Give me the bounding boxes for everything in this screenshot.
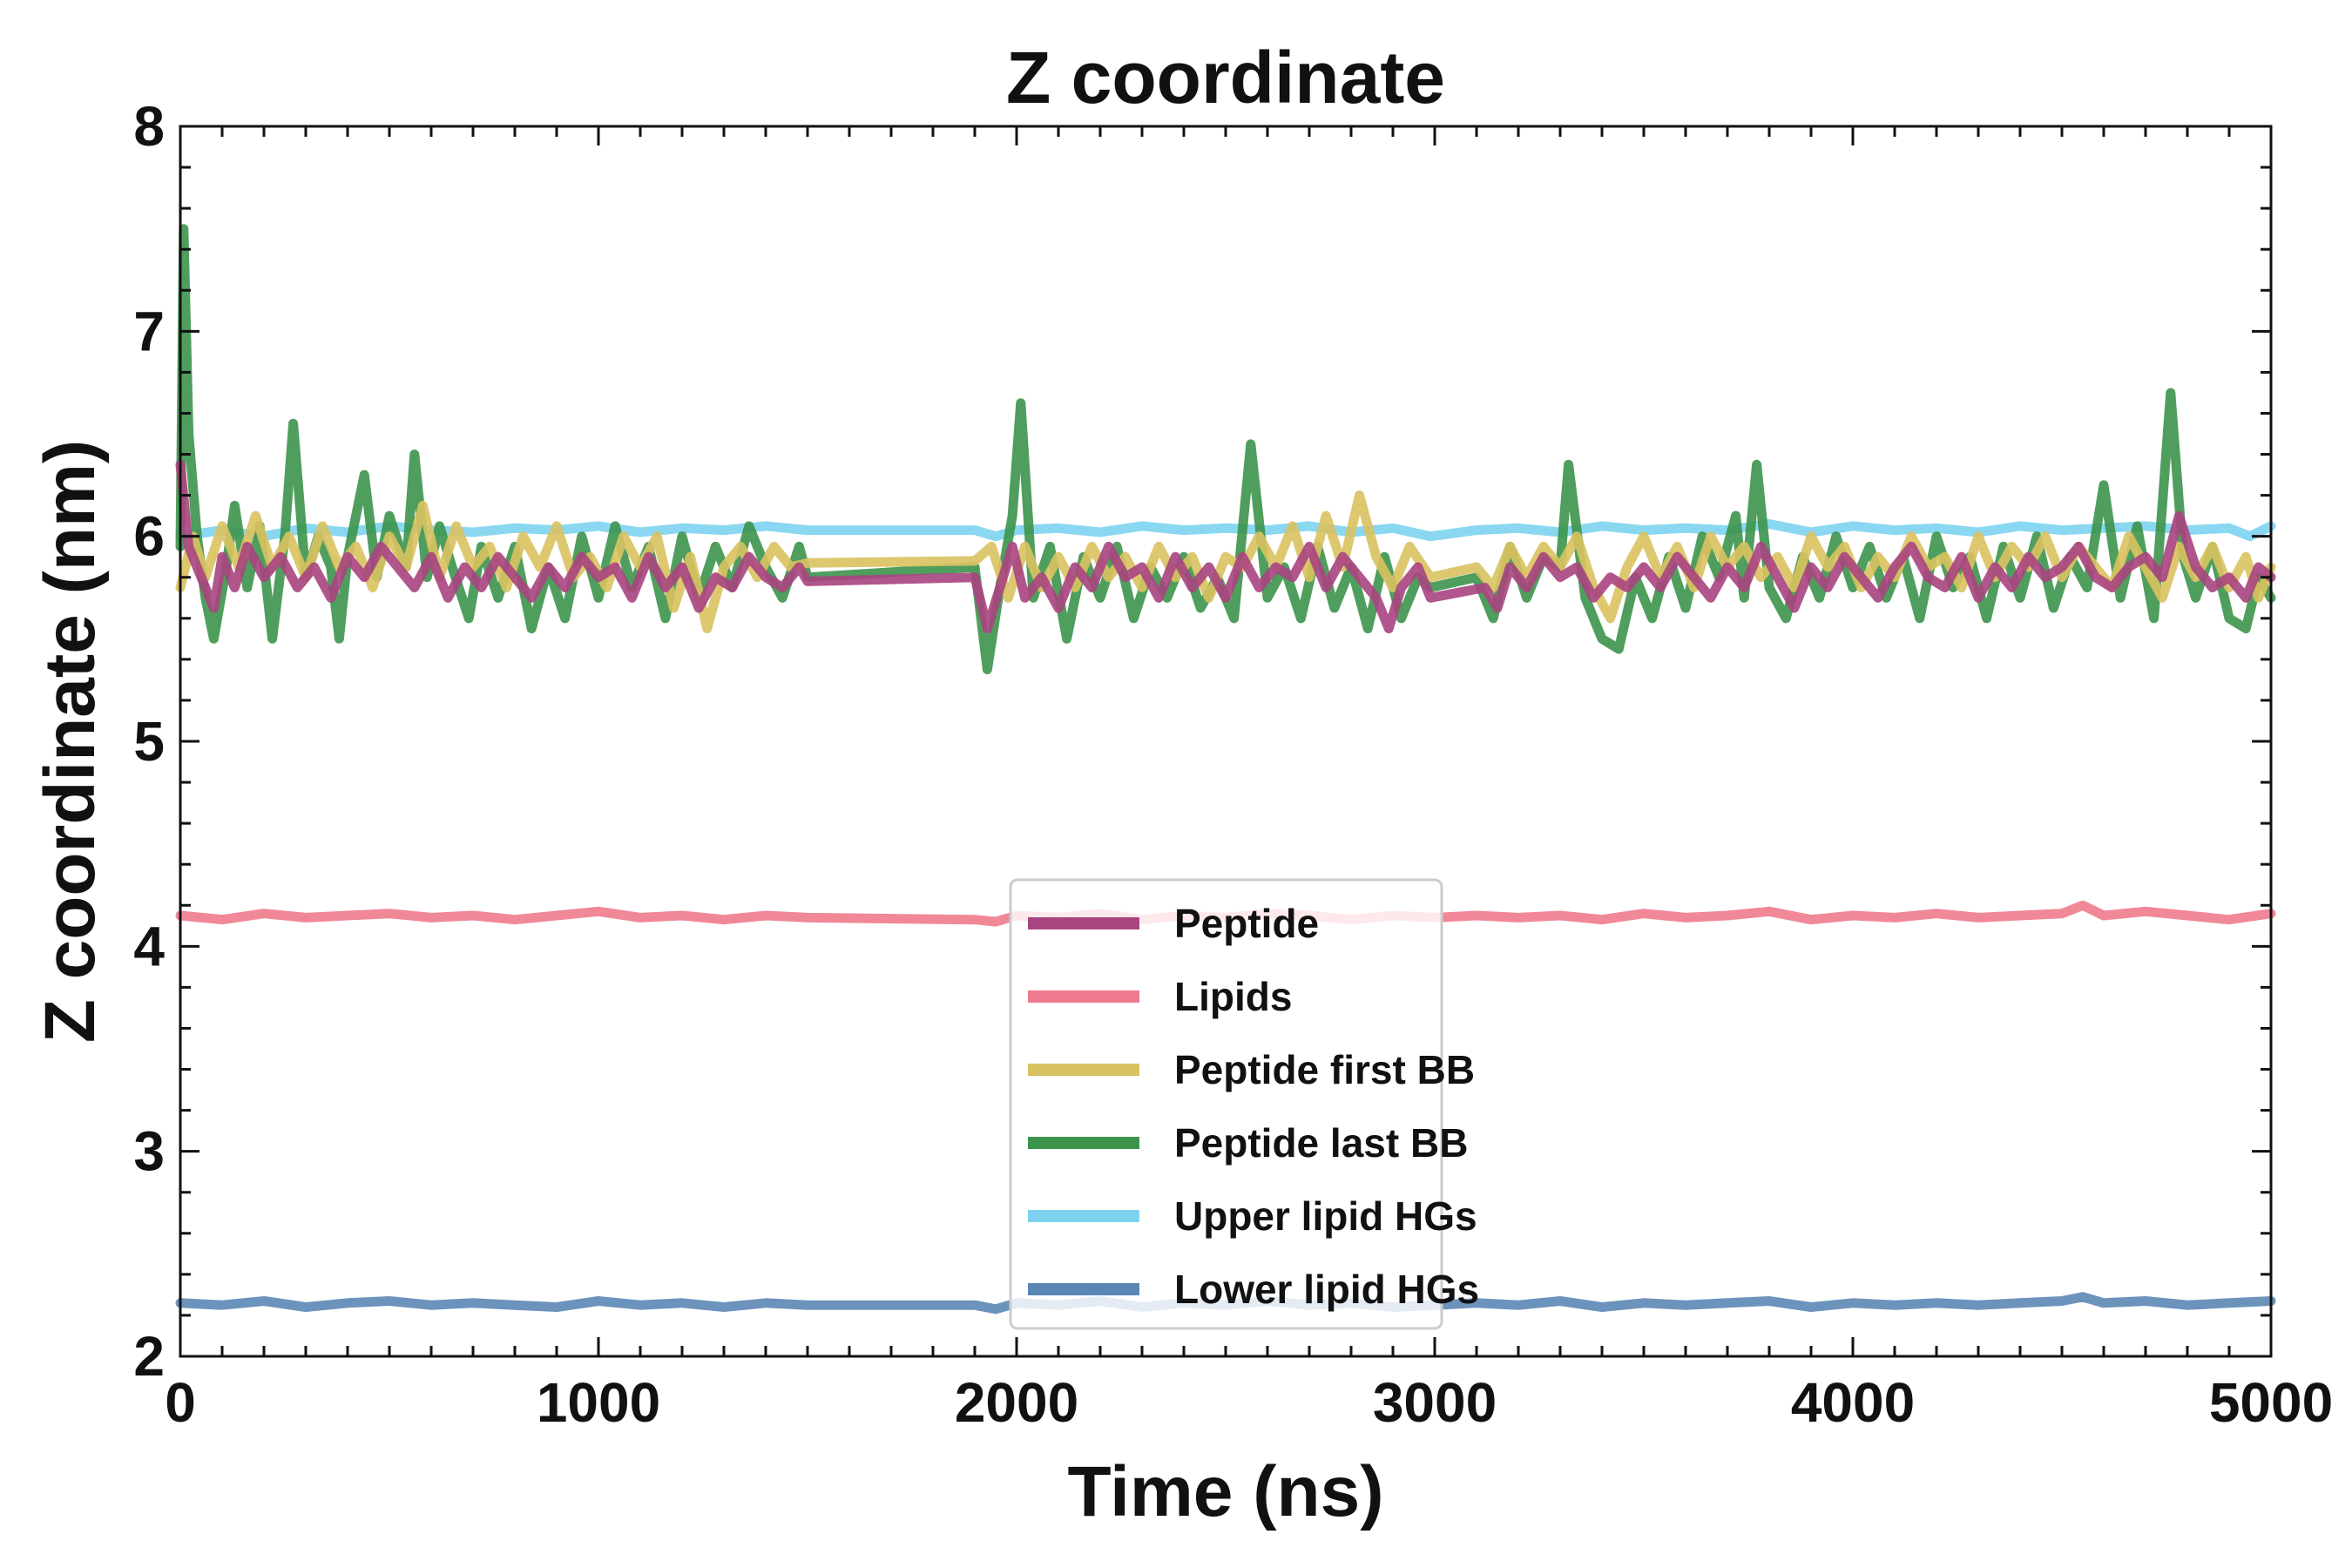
x-axis-title: Time (ns) <box>1068 1452 1384 1531</box>
series-line-peptide <box>175 459 2276 634</box>
y-tick-label: 2 <box>133 1325 165 1388</box>
x-tick-label: 3000 <box>1373 1371 1497 1434</box>
series-line-peptide-last-bb <box>175 224 2276 675</box>
series-line-peptide-first-bb <box>175 490 2276 634</box>
y-axis-title: Z coordinate (nm) <box>30 440 110 1043</box>
x-tick-label: 2000 <box>955 1371 1078 1434</box>
y-tick-label: 4 <box>133 915 165 977</box>
legend-label-lipids: Lipids <box>1174 974 1292 1019</box>
x-tick-label: 1000 <box>537 1371 660 1434</box>
legend-label-peptide: Peptide <box>1174 901 1319 946</box>
legend: Peptide Lipids Peptide first BB Peptide las… <box>1009 878 1479 1330</box>
legend-box <box>1009 878 1443 1330</box>
legend-label-peptide-last-bb: Peptide last BB <box>1174 1120 1468 1166</box>
legend-label-peptide-first-bb: Peptide first BB <box>1174 1047 1475 1092</box>
x-tick-label: 0 <box>165 1371 196 1434</box>
ticks-group <box>179 125 2273 1358</box>
y-tick-label: 5 <box>133 710 165 773</box>
tick-labels-group: 0 1000 2000 3000 4000 5000 2 3 4 5 6 7 8 <box>133 95 2333 1434</box>
y-tick-label: 8 <box>133 95 165 158</box>
y-tick-label: 7 <box>133 300 165 362</box>
chart-title: Z coordinate <box>1006 37 1445 118</box>
y-tick-label: 6 <box>133 505 165 568</box>
x-tick-label: 5000 <box>2209 1371 2333 1434</box>
series-line-upper-lipid-hgs <box>175 519 2276 542</box>
y-tick-label: 3 <box>133 1120 165 1183</box>
legend-label-upper-lipid-hgs: Upper lipid HGs <box>1174 1193 1477 1239</box>
legend-label-lower-lipid-hgs: Lower lipid HGs <box>1174 1267 1479 1312</box>
x-tick-label: 4000 <box>1791 1371 1915 1434</box>
